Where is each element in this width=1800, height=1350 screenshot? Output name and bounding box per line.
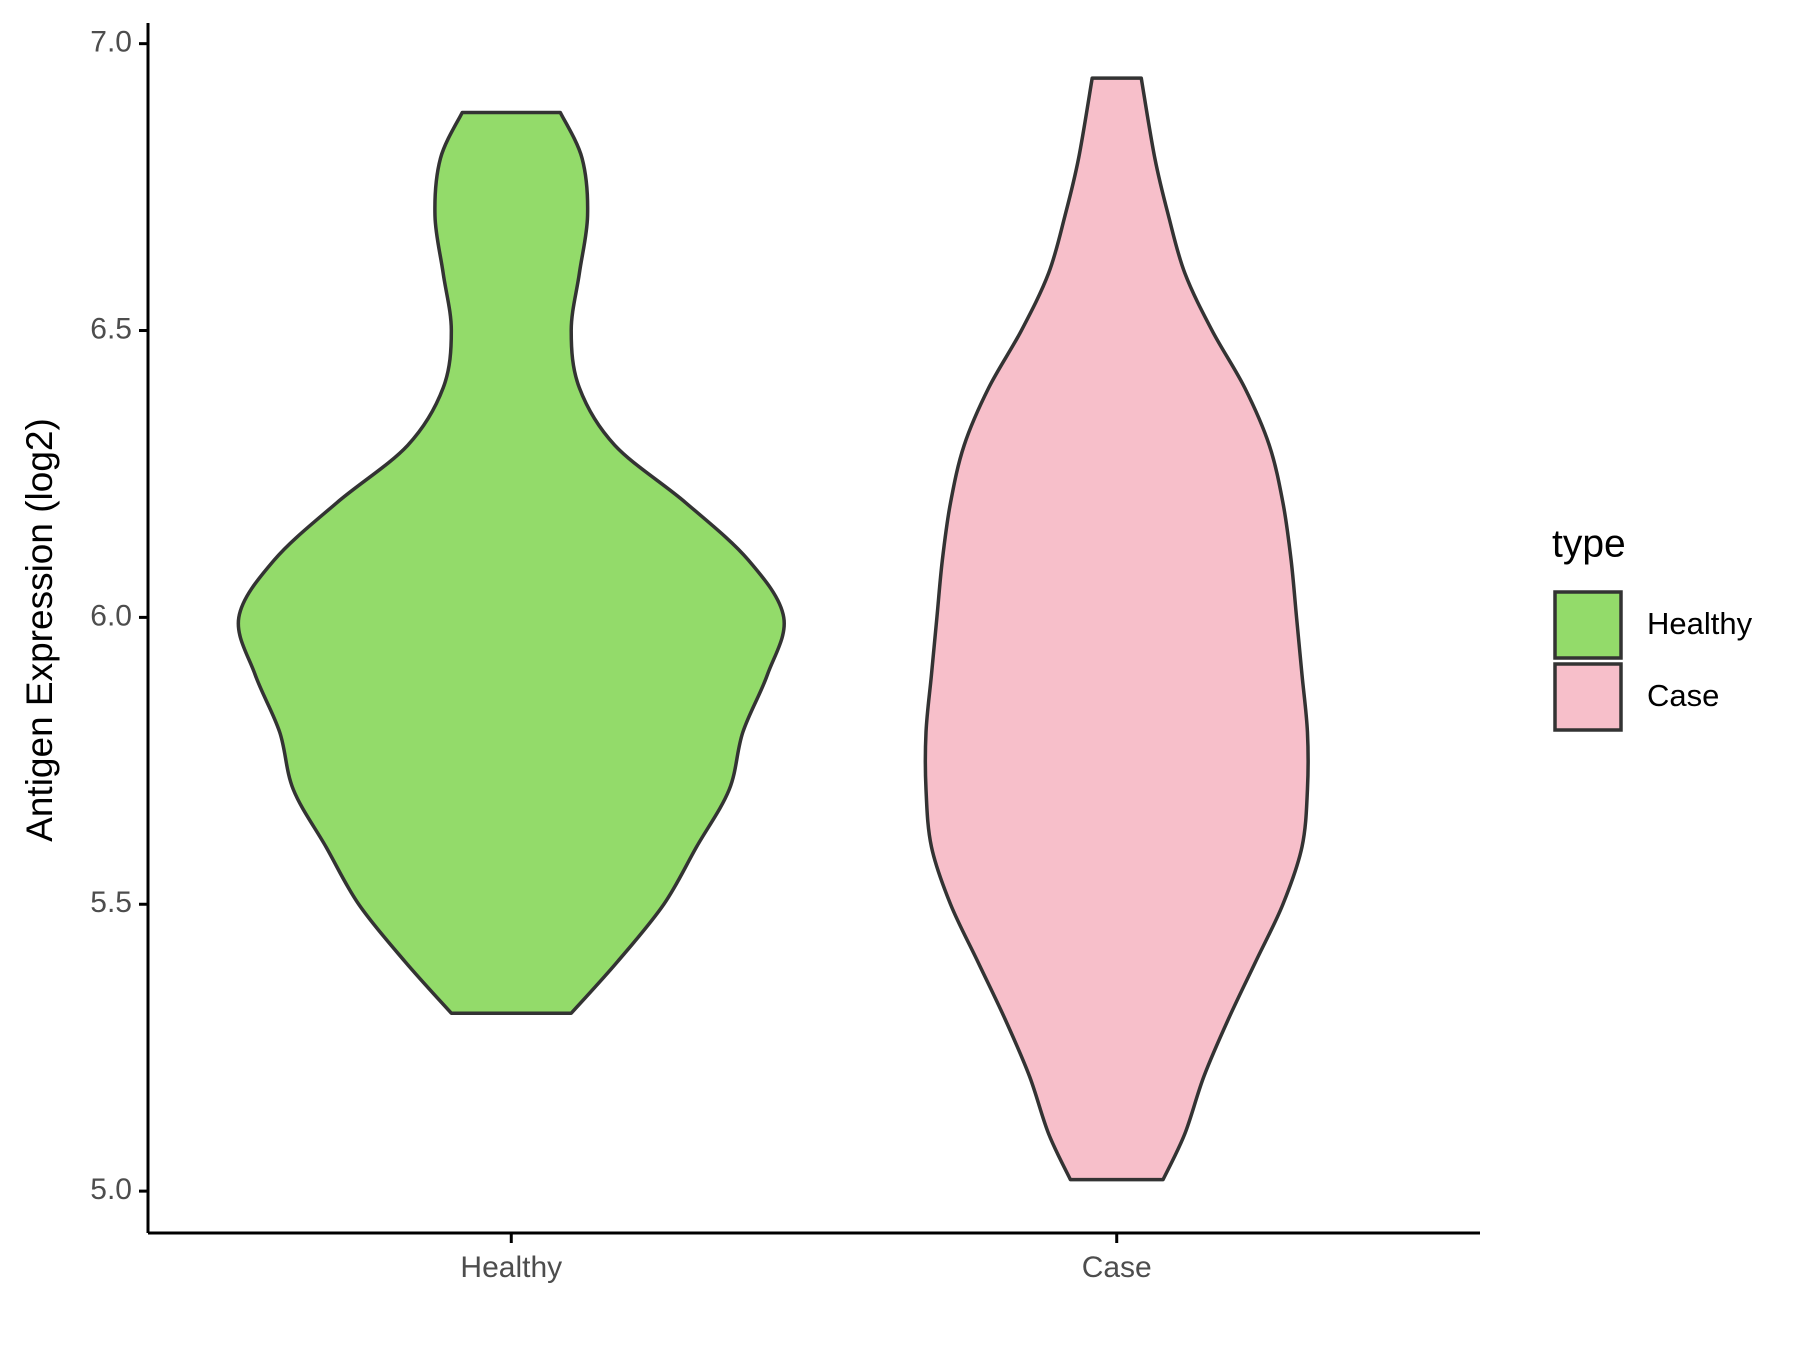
y-tick-label: 6.0 — [90, 599, 132, 632]
legend-key — [1553, 590, 1623, 660]
y-tick-label: 7.0 — [90, 26, 132, 59]
y-tick-label: 6.5 — [90, 312, 132, 345]
violin — [236, 110, 786, 1016]
legend-label: Healthy — [1647, 606, 1753, 641]
y-tick-label: 5.5 — [90, 886, 132, 919]
legend-title: type — [1552, 522, 1626, 565]
x-tick-label: Healthy — [460, 1251, 562, 1284]
y-tick-label: 5.0 — [90, 1173, 132, 1206]
y-axis-title: Antigen Expression (log2) — [19, 418, 60, 842]
x-tick-label: Case — [1082, 1251, 1152, 1284]
legend-label: Case — [1647, 678, 1719, 713]
violin — [923, 76, 1310, 1182]
legend-key — [1553, 662, 1623, 732]
